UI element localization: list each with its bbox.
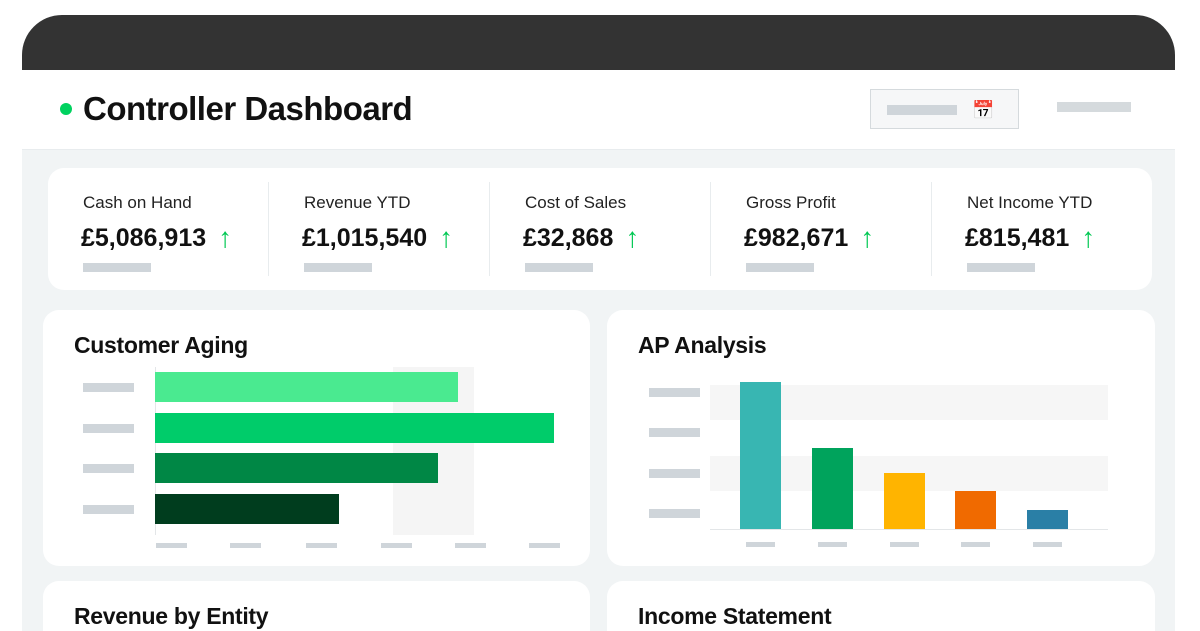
status-dot-icon bbox=[60, 103, 72, 115]
calendar-icon: 📅 bbox=[972, 100, 995, 120]
date-placeholder bbox=[887, 105, 957, 115]
kpi-label: Cash on Hand bbox=[83, 193, 192, 212]
kpi-placeholder bbox=[304, 263, 372, 272]
kpi-value-row: £1,015,540 ↑ bbox=[302, 222, 453, 254]
aging-bar bbox=[155, 494, 339, 525]
ap-bar bbox=[883, 473, 925, 529]
window-top-bar bbox=[22, 15, 1175, 70]
y-label bbox=[649, 428, 700, 437]
card-title: Customer Aging bbox=[74, 332, 248, 358]
aging-bar bbox=[155, 412, 554, 443]
kpi-value: £815,481 bbox=[965, 223, 1070, 252]
page-title: Controller Dashboard bbox=[83, 90, 413, 127]
kpi-label: Gross Profit bbox=[746, 193, 836, 212]
kpi-value: £982,671 bbox=[744, 223, 849, 252]
kpi-value-row: £982,671 ↑ bbox=[744, 222, 874, 254]
kpi-value-row: £32,868 ↑ bbox=[523, 222, 639, 254]
x-tick bbox=[529, 543, 560, 548]
kpi-label: Revenue YTD bbox=[304, 193, 411, 212]
kpi-placeholder bbox=[967, 263, 1035, 272]
ap-bar bbox=[955, 490, 997, 529]
x-tick bbox=[1033, 542, 1063, 547]
y-label bbox=[649, 469, 700, 478]
ap-bar bbox=[1027, 509, 1069, 529]
header-placeholder bbox=[1057, 102, 1131, 112]
kpi-value: £5,086,913 bbox=[81, 223, 207, 252]
ap-analysis-card: AP Analysis bbox=[607, 310, 1155, 566]
kpi-1: Revenue YTD £1,015,540 ↑ bbox=[268, 182, 489, 276]
kpi-strip: Cash on Hand £5,086,913 ↑ Revenue YTD £1,… bbox=[48, 168, 1152, 290]
arrow-up-icon: ↑ bbox=[439, 222, 454, 253]
x-tick bbox=[889, 542, 919, 547]
ap-bar bbox=[740, 382, 781, 529]
kpi-value: £1,015,540 bbox=[302, 223, 428, 252]
header: Controller Dashboard 📅 bbox=[22, 70, 1175, 150]
kpi-value: £32,868 bbox=[523, 223, 614, 252]
y-label bbox=[83, 464, 134, 474]
aging-bar bbox=[155, 372, 459, 402]
kpi-4: Net Income YTD £815,481 ↑ bbox=[931, 182, 1152, 276]
ap-bar bbox=[811, 448, 853, 529]
y-label bbox=[83, 383, 134, 392]
kpi-value-row: £815,481 ↑ bbox=[965, 222, 1095, 254]
y-label bbox=[649, 388, 700, 397]
x-tick bbox=[961, 542, 991, 547]
x-tick bbox=[746, 542, 775, 547]
income-statement-card: Income Statement bbox=[607, 581, 1155, 631]
arrow-up-icon: ↑ bbox=[625, 222, 640, 253]
arrow-up-icon: ↑ bbox=[218, 222, 233, 253]
kpi-0: Cash on Hand £5,086,913 ↑ bbox=[48, 182, 268, 276]
kpi-label: Cost of Sales bbox=[525, 193, 627, 212]
card-title: Revenue by Entity bbox=[74, 603, 269, 629]
kpi-3: Gross Profit £982,671 ↑ bbox=[710, 182, 931, 276]
x-tick bbox=[156, 543, 187, 548]
y-label bbox=[649, 509, 700, 518]
kpi-placeholder bbox=[83, 263, 151, 272]
revenue-by-entity-card: Revenue by Entity bbox=[43, 581, 590, 631]
x-tick bbox=[306, 543, 337, 548]
x-tick bbox=[455, 543, 486, 548]
x-tick bbox=[817, 542, 847, 547]
card-title: Income Statement bbox=[638, 603, 832, 629]
aging-bar bbox=[155, 453, 439, 484]
customer-aging-card: Customer Aging bbox=[43, 310, 590, 566]
kpi-2: Cost of Sales £32,868 ↑ bbox=[489, 182, 710, 276]
x-tick bbox=[230, 543, 261, 548]
kpi-value-row: £5,086,913 ↑ bbox=[81, 222, 232, 254]
y-label bbox=[83, 505, 134, 515]
date-picker[interactable]: 📅 bbox=[870, 89, 1019, 129]
y-label bbox=[83, 423, 134, 433]
kpi-label: Net Income YTD bbox=[967, 193, 1093, 212]
chart-axis bbox=[155, 367, 156, 535]
arrow-up-icon: ↑ bbox=[860, 222, 875, 253]
kpi-placeholder bbox=[525, 263, 593, 272]
x-tick bbox=[381, 543, 412, 548]
kpi-placeholder bbox=[746, 263, 814, 272]
dashboard-window: Controller Dashboard 📅 Cash on Hand £5,0… bbox=[22, 15, 1175, 631]
card-title: AP Analysis bbox=[638, 332, 767, 358]
arrow-up-icon: ↑ bbox=[1081, 222, 1096, 253]
chart-baseline bbox=[710, 529, 1108, 530]
